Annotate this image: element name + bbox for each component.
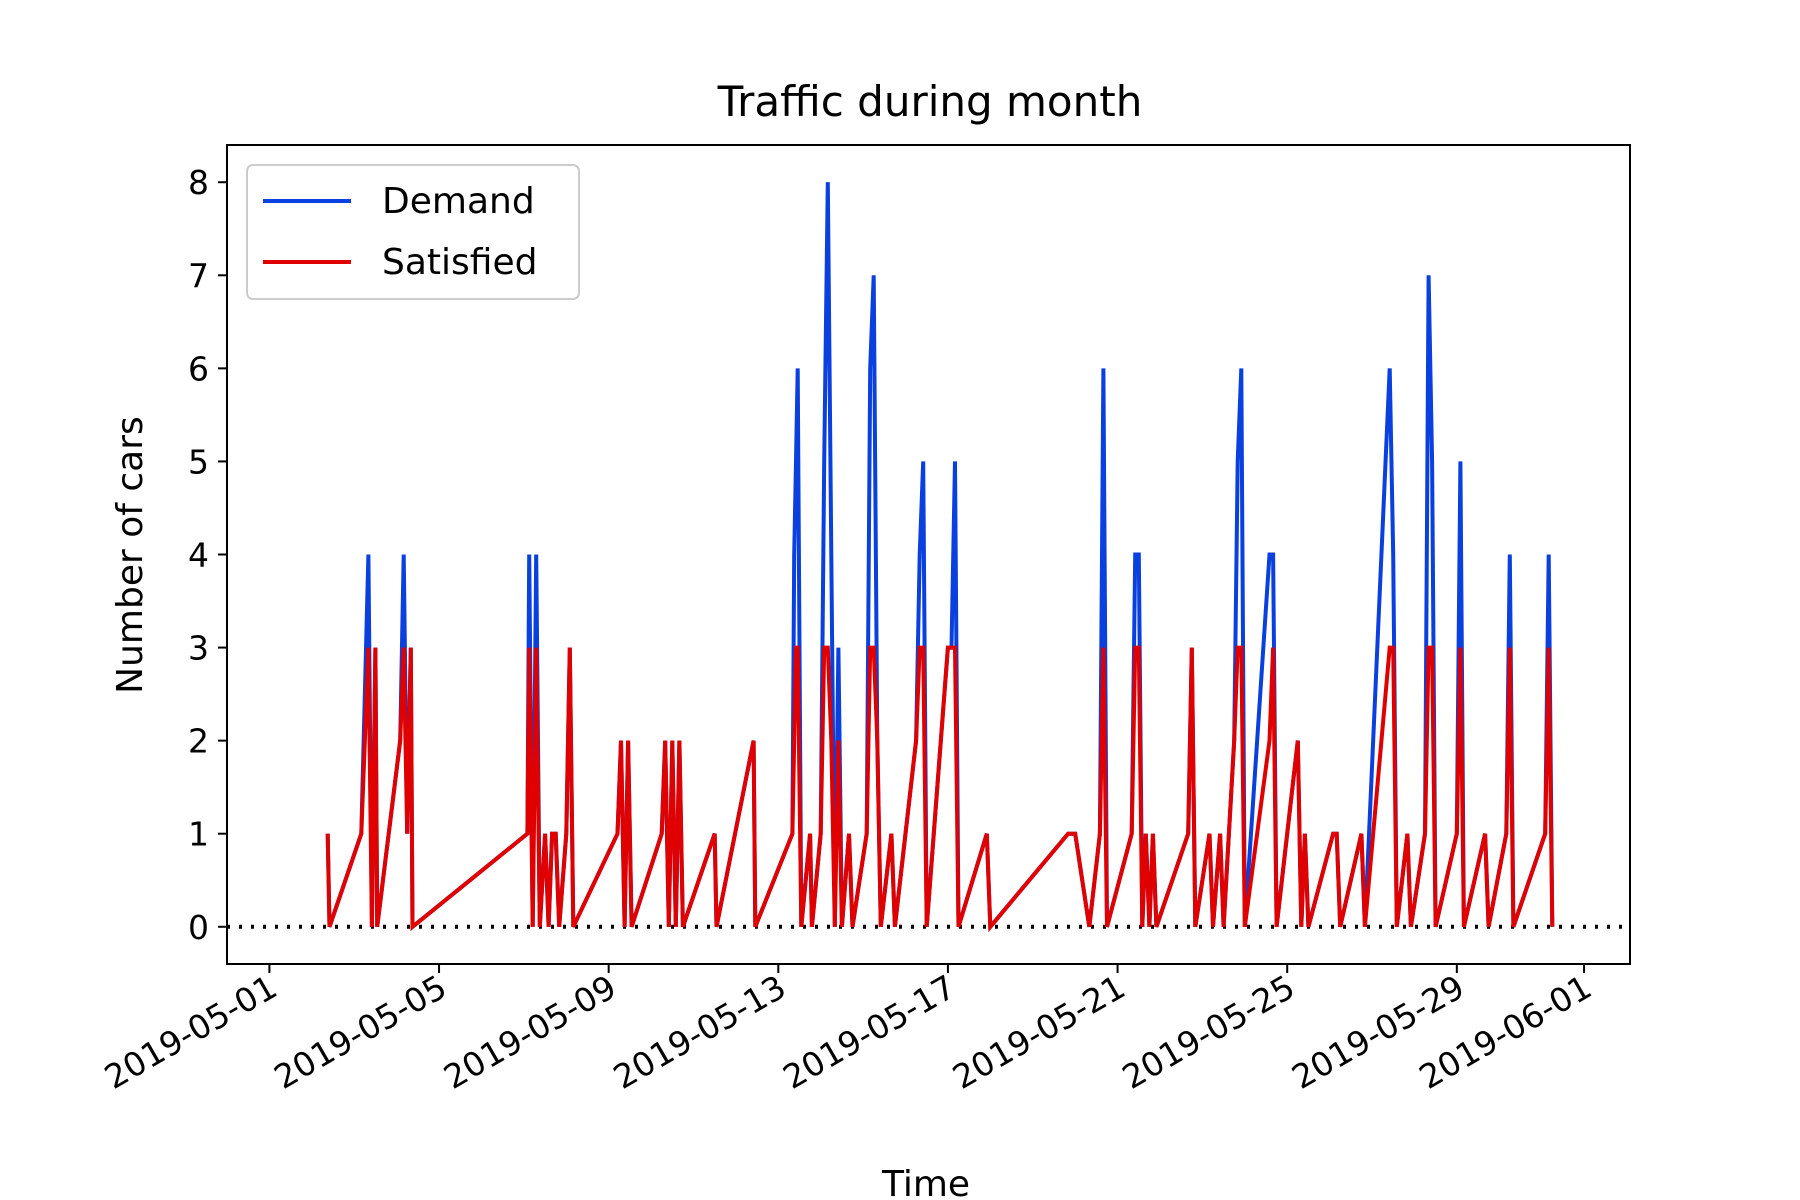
legend-label-satisfied: Satisfied — [382, 242, 537, 283]
y-tick-label: 6 — [188, 349, 209, 388]
y-tick-label: 2 — [188, 722, 209, 761]
legend-label-demand: Demand — [382, 181, 535, 222]
y-tick-label: 3 — [188, 629, 209, 668]
plot-frame — [226, 144, 1631, 965]
y-tick-label: 8 — [188, 163, 209, 202]
series-line-satisfied — [325, 645, 1555, 933]
y-tick-label: 7 — [188, 256, 209, 295]
y-tick-label: 5 — [188, 442, 209, 481]
y-axis-ticks: 0 1 2 3 4 5 6 7 8 — [188, 163, 227, 947]
y-tick-label: 0 — [188, 908, 209, 947]
legend: Demand Satisfied — [246, 164, 580, 300]
chart-title: Traffic during month — [717, 77, 1143, 126]
legend-box — [246, 164, 580, 300]
y-tick-label: 1 — [188, 815, 209, 854]
x-axis-label: Time — [881, 1164, 970, 1200]
y-tick-label: 4 — [188, 536, 209, 575]
y-axis-label: Number of cars — [110, 416, 151, 694]
series-layer — [325, 182, 1555, 933]
